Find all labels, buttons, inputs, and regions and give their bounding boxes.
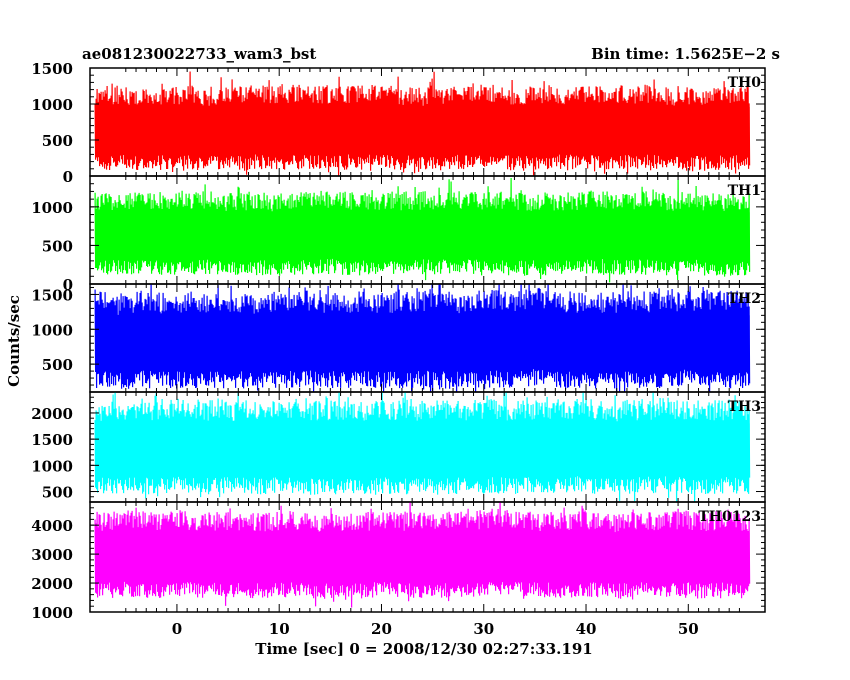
y-tick-label: 500 [42,132,73,150]
x-axis: 0 10 20 30 40 50 [172,620,699,638]
panel-label: TH0 [728,75,762,91]
series-core-th1 [95,212,750,259]
y-tick-label: 500 [42,237,73,255]
y-tick-label: 1500 [31,60,73,78]
panel-th1: 0 500 1000 TH1 [31,175,766,294]
x-axis-label: Time [sec] 0 = 2008/12/30 02:27:33.191 [255,640,592,658]
y-axis-label: Counts/sec [5,295,23,387]
y-tick-label: 4000 [31,517,73,535]
series-core-th3 [95,423,750,476]
x-tick-label: 40 [576,620,597,638]
x-tick-label: 10 [269,620,290,638]
y-tick-label: 2000 [31,575,73,593]
y-tick-label: 1500 [31,431,73,449]
panel-label: TH3 [728,399,761,415]
x-tick-label: 0 [172,620,182,638]
panel-label: TH0123 [698,509,761,525]
x-tick-label: 20 [371,620,392,638]
series-core-th0123 [95,532,750,581]
x-tick-label: 30 [473,620,494,638]
y-tick-label: 500 [42,484,73,502]
y-tick-label: 1000 [31,321,73,339]
x-tick-label: 50 [678,620,699,638]
series-core-th2 [95,315,750,370]
chart-title-left: ae081230022733_wam3_bst [82,45,316,63]
y-tick-label: 1000 [31,604,73,622]
panel-th3: 500 1000 1500 2000 TH3 [31,391,766,503]
y-tick-label: 1000 [31,457,73,475]
panels-group: 0 500 1000 1500 TH0 0 500 1000 TH1 500 1000 1500 TH2… [31,60,766,622]
panel-frame [89,501,766,613]
y-tick-label: 1000 [31,199,73,217]
y-tick-label: 0 [63,276,73,294]
bin-time-label: Bin time: 1.5625E−2 s [591,45,780,63]
panel-th2: 500 1000 1500 TH2 [31,283,766,393]
panel-label: TH2 [728,291,761,307]
panel-th0123: 1000 2000 3000 4000 TH0123 [31,501,766,622]
y-tick-label: 500 [42,356,73,374]
y-tick-label: 1500 [31,286,73,304]
y-tick-label: 3000 [31,546,73,564]
series-core-th0 [95,107,750,154]
y-tick-label: 0 [63,168,73,186]
y-tick-label: 1000 [31,96,73,114]
panel-th0: 0 500 1000 1500 TH0 [31,60,766,186]
panel-label: TH1 [728,183,761,199]
y-tick-label: 2000 [31,405,73,423]
